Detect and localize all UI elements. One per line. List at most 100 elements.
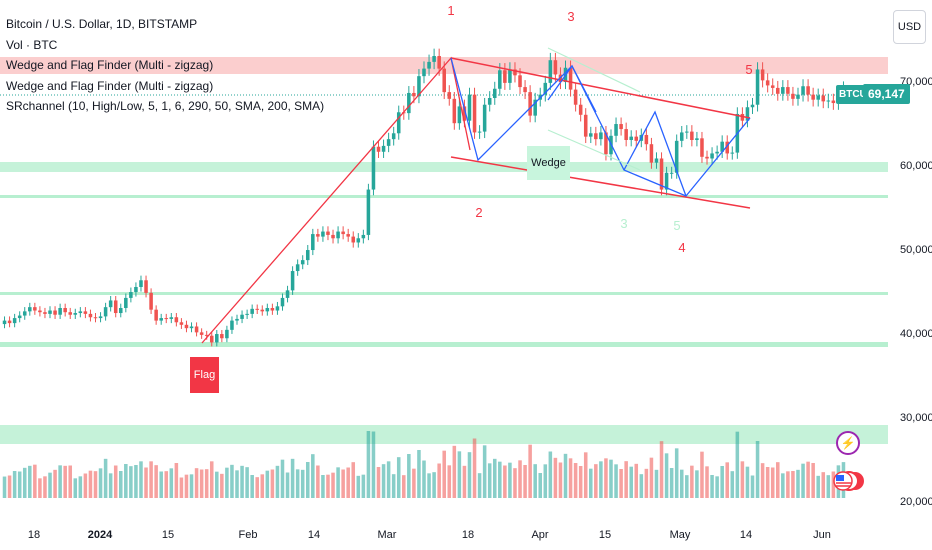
candle-body [209, 335, 214, 343]
volume-bar [543, 464, 548, 498]
volume-bar [755, 441, 760, 498]
candle-body [118, 308, 123, 314]
candle-body [503, 70, 507, 83]
candle-body [452, 98, 457, 124]
candle-body [573, 89, 578, 105]
candle-body [280, 297, 285, 307]
currency-button[interactable]: USD [893, 10, 926, 44]
y-tick-label: 40,000 [900, 328, 932, 340]
volume-bar [563, 453, 568, 498]
volume-bar [260, 474, 265, 498]
wave-label: 5 [673, 218, 680, 233]
volume-bar [508, 462, 512, 498]
legend-volume[interactable]: Vol · BTC [6, 37, 58, 52]
wedge-pattern-label: Wedge [527, 146, 570, 180]
volume-bar [48, 472, 52, 498]
volume-bar [300, 469, 305, 498]
candle-body [674, 140, 679, 173]
candle-body [103, 307, 108, 317]
legend-indicator-2[interactable]: Wedge and Flag Finder (Multi - zigzag) [6, 78, 214, 93]
y-tick-label: 50,000 [900, 244, 932, 256]
candle-body [482, 104, 487, 132]
x-tick-label: 2024 [88, 529, 113, 541]
candle-body [43, 312, 47, 314]
volume-bar [735, 431, 740, 498]
volume-bar [316, 465, 320, 498]
candle-body [669, 172, 674, 174]
volume-bar [275, 465, 280, 498]
wedge-lower-line [450, 156, 751, 209]
candle-body [705, 156, 709, 159]
us-flag-icon[interactable] [833, 464, 865, 498]
volume-bar [204, 469, 209, 498]
volume-bar [492, 458, 497, 498]
candle-body [225, 329, 229, 339]
volume-bar [73, 478, 78, 498]
volume-bar [7, 475, 12, 498]
volume-bar [477, 473, 482, 498]
candle-body [78, 311, 83, 314]
volume-bar [361, 474, 366, 498]
candle-body [108, 300, 113, 308]
candle-body [589, 133, 593, 137]
legend-indicator-3[interactable]: SRchannel (10, High/Low, 5, 1, 6, 290, 5… [6, 99, 325, 113]
candle-body [300, 260, 305, 265]
volume-bar [43, 476, 47, 498]
volume-bar [139, 461, 143, 498]
candle-body [487, 98, 492, 105]
candle-body [816, 95, 820, 100]
volume-bar [796, 469, 800, 498]
volume-bar [695, 470, 699, 498]
candle-body [366, 189, 371, 235]
volume-bar [573, 463, 578, 498]
volume-bar [124, 464, 128, 498]
candle-body [381, 145, 386, 152]
legend-indicator-1[interactable]: Wedge and Flag Finder (Multi - zigzag) [6, 58, 214, 72]
candle-body [154, 309, 158, 321]
volume-bar [553, 457, 558, 498]
wave-label: 5 [745, 62, 752, 77]
legend-title[interactable]: Bitcoin / U.S. Dollar, 1D, BITSTAMP [6, 17, 198, 31]
candle-body [321, 231, 325, 237]
volume-bar [386, 461, 391, 498]
volume-bar [396, 457, 401, 498]
volume-bar [356, 475, 361, 498]
volume-bar [295, 469, 300, 498]
volume-bar [255, 477, 259, 498]
volume-bar [230, 464, 234, 498]
candle-body [467, 94, 472, 121]
volume-bar [184, 474, 189, 498]
volume-bar [730, 471, 735, 498]
candle-body [831, 100, 836, 104]
candle-body [351, 236, 356, 243]
volume-bar [250, 475, 254, 498]
candle-body [33, 307, 37, 311]
lightning-icon[interactable]: ⚡ [836, 431, 860, 455]
candle-body [765, 80, 770, 86]
candle-body [417, 76, 421, 97]
candle-body [255, 308, 259, 310]
candle-body [548, 60, 553, 83]
wave-label: 2 [475, 205, 482, 220]
candle-body [654, 158, 659, 163]
candle-body [760, 69, 765, 81]
candle-body [781, 87, 785, 94]
volume-bar [472, 438, 477, 498]
volume-bar [144, 467, 148, 498]
candle-body [629, 136, 633, 140]
volume-bar [427, 473, 431, 498]
volume-bar [78, 476, 83, 498]
volume-bar [760, 463, 765, 498]
volume-bar [17, 471, 22, 498]
candle-body [695, 138, 699, 140]
volume-bar [194, 468, 199, 498]
time-axis[interactable]: 18 2024 15 Feb 14 Mar 18 Apr 15 May 14 Jun [28, 529, 831, 541]
volume-bar [609, 459, 613, 498]
volume-bar [583, 452, 588, 498]
volume-bar [659, 441, 664, 498]
candle-body [770, 85, 775, 88]
volume-bar [326, 474, 330, 498]
faint-trend-line-1 [547, 47, 641, 93]
